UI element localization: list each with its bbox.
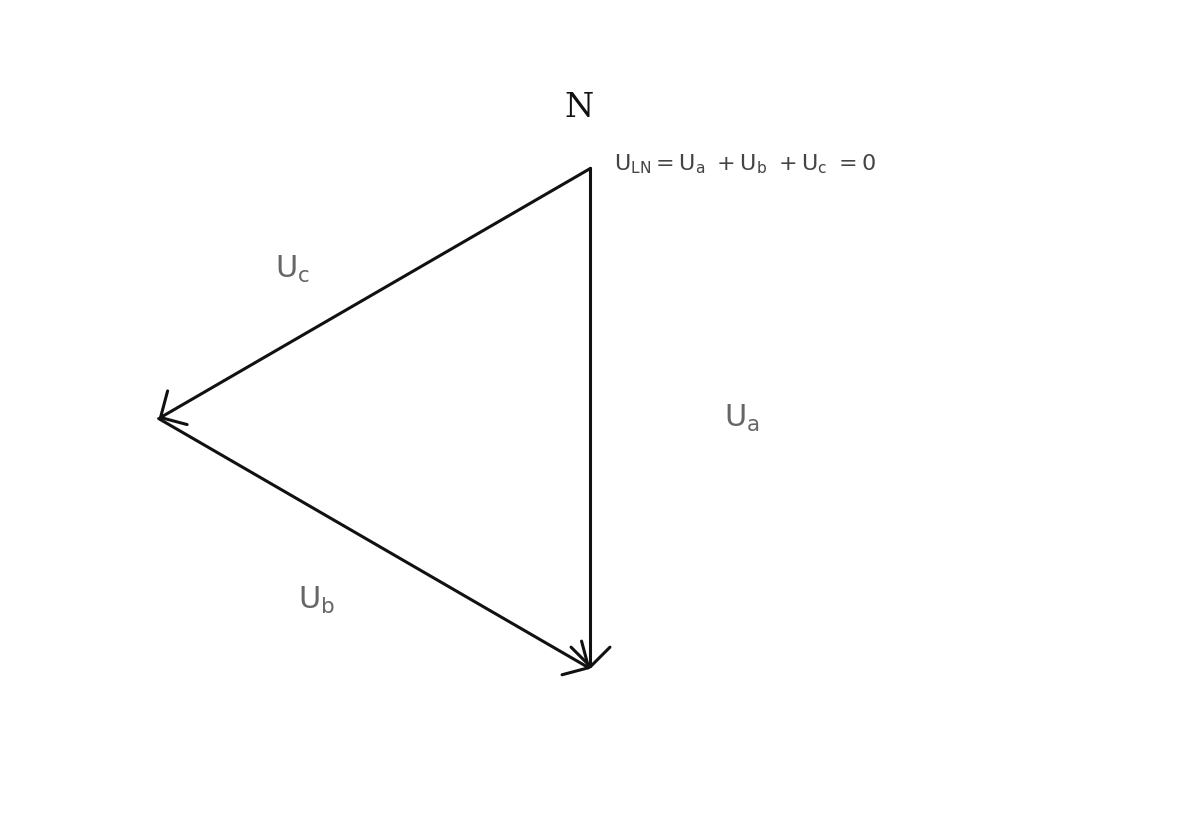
Text: $\mathrm{U_{LN} = U_{a}\ +U_{b}\ +U_{c}\ =0}$: $\mathrm{U_{LN} = U_{a}\ +U_{b}\ +U_{c}\…	[614, 153, 876, 177]
Text: $\mathrm{U_{b}}$: $\mathrm{U_{b}}$	[298, 585, 334, 616]
Text: N: N	[565, 92, 594, 124]
Text: $\mathrm{U_{a}}$: $\mathrm{U_{a}}$	[724, 403, 761, 434]
Text: $\mathrm{U_{c}}$: $\mathrm{U_{c}}$	[275, 254, 311, 285]
